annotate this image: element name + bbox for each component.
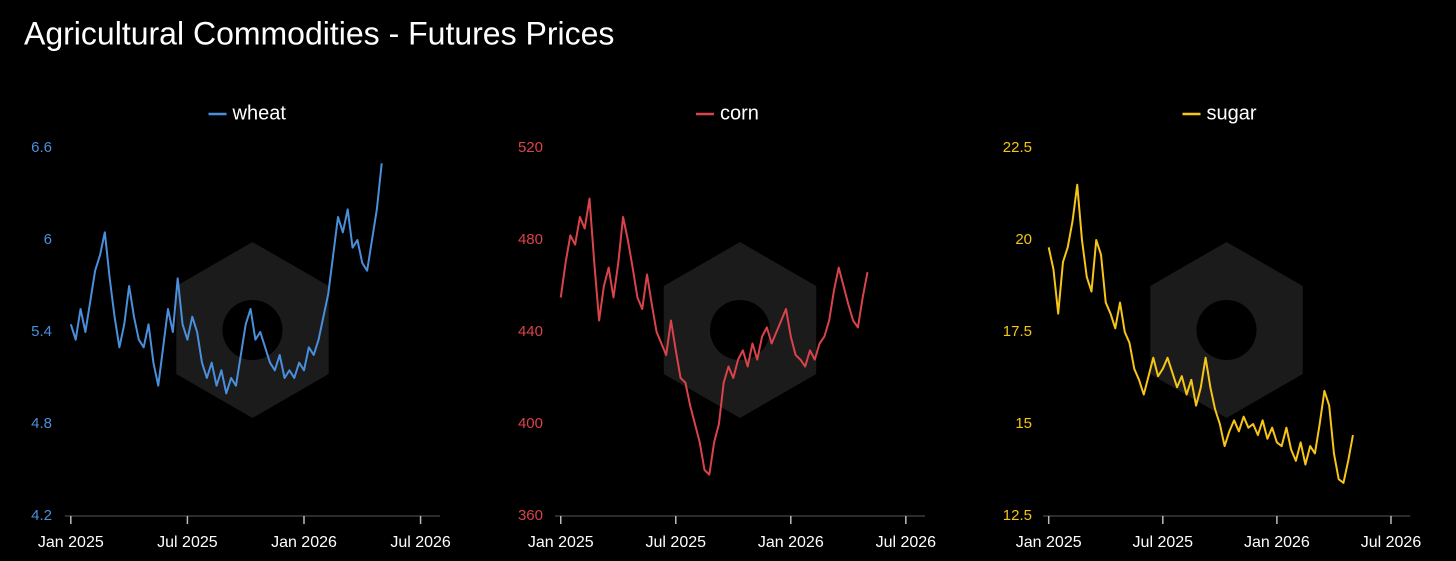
series-line	[69, 163, 383, 395]
x-tick-label: Jul 2026	[1361, 534, 1422, 551]
x-tick-label: Jan 2025	[38, 534, 104, 551]
y-tick-label: 360	[518, 507, 543, 524]
chart-title: Agricultural Commodities - Futures Price…	[24, 15, 614, 51]
x-tick-label: Jan 2026	[271, 534, 337, 551]
watermark-hole	[710, 300, 770, 360]
y-tick-label: 6	[44, 231, 52, 248]
y-tick-label: 15	[1015, 415, 1032, 432]
series-line	[559, 197, 869, 476]
x-tick-label: Jul 2025	[157, 534, 218, 551]
x-tick-label: Jan 2025	[528, 534, 594, 551]
y-tick-label: 22.5	[1003, 139, 1032, 156]
legend-label: sugar	[1207, 102, 1257, 124]
y-tick-label: 480	[518, 231, 543, 248]
watermark-hole	[222, 300, 283, 360]
y-tick-label: 4.8	[31, 415, 52, 432]
y-tick-label: 17.5	[1003, 323, 1032, 340]
y-tick-label: 12.5	[1003, 507, 1032, 524]
watermark-hole	[1196, 300, 1257, 360]
y-tick-label: 400	[518, 415, 543, 432]
x-tick-label: Jul 2026	[390, 534, 451, 551]
y-tick-label: 440	[518, 323, 543, 340]
series-line	[1047, 183, 1354, 484]
x-tick-label: Jan 2026	[758, 534, 824, 551]
x-tick-label: Jan 2025	[1016, 534, 1082, 551]
x-tick-label: Jul 2026	[876, 534, 937, 551]
legend-label: wheat	[232, 102, 287, 124]
y-tick-label: 20	[1015, 231, 1032, 248]
x-tick-label: Jan 2026	[1244, 534, 1310, 551]
legend-label: corn	[720, 102, 759, 124]
x-tick-label: Jul 2025	[646, 534, 707, 551]
y-tick-label: 520	[518, 139, 543, 156]
y-tick-label: 6.6	[31, 139, 52, 156]
y-tick-label: 4.2	[31, 507, 52, 524]
y-tick-label: 5.4	[31, 323, 52, 340]
x-tick-label: Jul 2025	[1133, 534, 1194, 551]
